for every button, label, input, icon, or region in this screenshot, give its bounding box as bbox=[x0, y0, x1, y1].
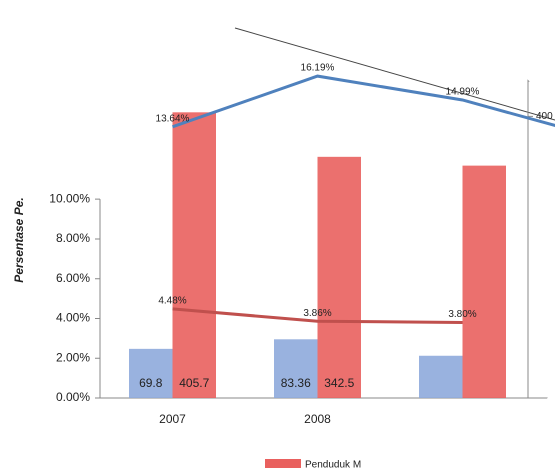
y-axis-label: Persentase Pe. bbox=[12, 197, 26, 282]
y-tick-label: 2.00% bbox=[56, 350, 90, 364]
bar bbox=[462, 165, 506, 398]
y-tick-label: 8.00% bbox=[56, 231, 90, 245]
line-label: 16.19% bbox=[301, 63, 335, 74]
x-tick-label: 2007 bbox=[159, 412, 186, 426]
y-tick-label: 0.00% bbox=[56, 390, 90, 404]
bar bbox=[129, 348, 173, 398]
y-tick-label: 10.00% bbox=[49, 191, 90, 205]
line-label: 4.48% bbox=[158, 296, 186, 307]
bar-label: 342.5 bbox=[324, 376, 354, 390]
bar-label: 69.8 bbox=[139, 376, 163, 390]
frame-edge bbox=[234, 27, 555, 121]
line-series bbox=[172, 307, 463, 324]
plot-area: 0.00% 2.00% 4.00% 6.00% 8.00% 10.00% 400 450 200… bbox=[49, 27, 555, 426]
x-tick-label: 2008 bbox=[304, 412, 331, 426]
line-label: 13.64% bbox=[156, 113, 190, 124]
bar bbox=[317, 156, 361, 398]
line-label: 3.80% bbox=[448, 309, 476, 320]
line-series bbox=[172, 74, 555, 142]
bar bbox=[274, 339, 318, 398]
y-tick-label: 6.00% bbox=[56, 271, 90, 285]
line-label: 3.86% bbox=[303, 308, 331, 319]
legend-label: Penduduk M bbox=[305, 460, 361, 471]
legend-swatch bbox=[265, 459, 301, 468]
line-label: 14.99% bbox=[446, 87, 480, 98]
bar bbox=[172, 112, 216, 398]
bar-label: 83.36 bbox=[281, 376, 311, 390]
y2-tick-label: 400 bbox=[536, 111, 553, 122]
bar bbox=[419, 355, 463, 398]
y-tick-label: 4.00% bbox=[56, 311, 90, 325]
bar-label: 405.7 bbox=[179, 376, 209, 390]
y2-tick-label: 450 bbox=[536, 76, 553, 87]
